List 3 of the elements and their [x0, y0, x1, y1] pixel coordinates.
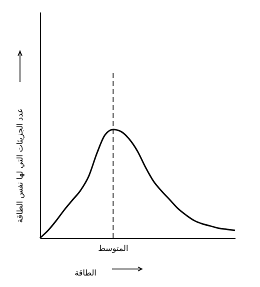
y-axis-title: عدد الجزيئات التي لها نفس الطاقة — [16, 108, 24, 223]
text: المتوسط — [98, 244, 128, 253]
x-axis-title: الطاقة — [74, 268, 96, 278]
